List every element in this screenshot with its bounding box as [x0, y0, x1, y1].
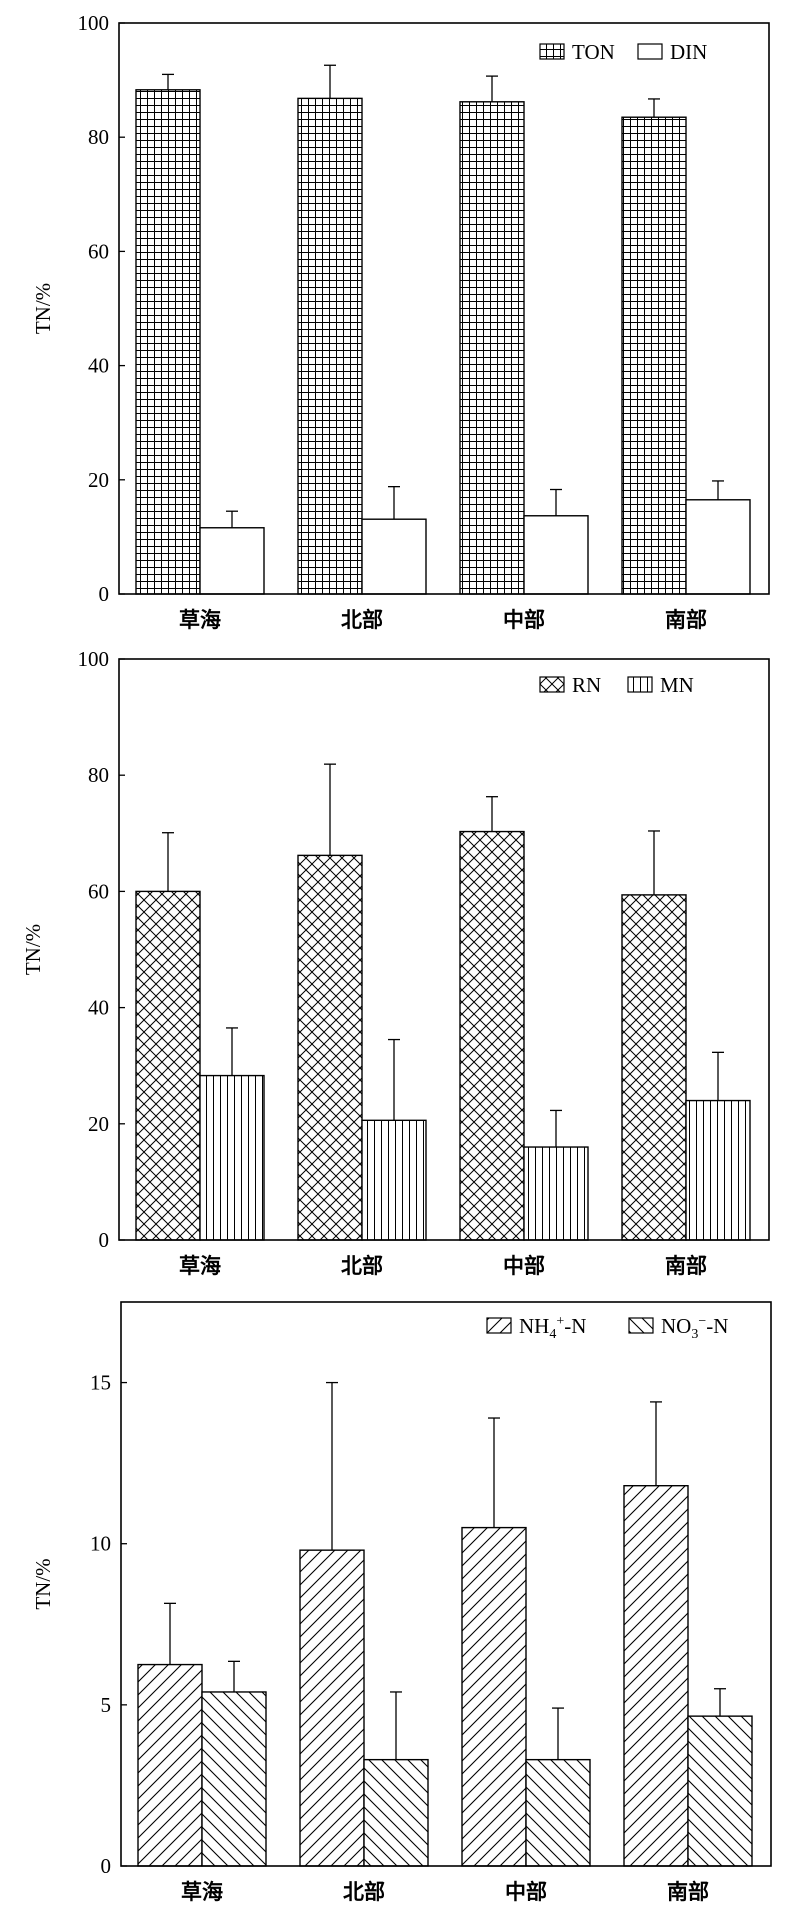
- category-label: 中部: [503, 1254, 545, 1278]
- legend-label: NO3−-N: [661, 1314, 728, 1342]
- y-tick-label: 80: [88, 125, 109, 149]
- bar-mn-3: [523, 1146, 589, 1241]
- category-label: 北部: [341, 1254, 383, 1278]
- bar-ton-1: [135, 89, 201, 595]
- y-tick-label: 0: [99, 582, 110, 606]
- bar-nh-1: [137, 1663, 203, 1867]
- bar-din-4: [685, 499, 751, 595]
- chart-panel-3: 0 5 10 15 TN/% 草海 北部 中部 南部 NH4+-N NO3−-N: [31, 1301, 772, 1904]
- y-tick-label: 20: [88, 1112, 109, 1136]
- legend-swatch: [627, 676, 653, 693]
- legend-label: RN: [572, 673, 601, 697]
- bar-nh-4: [623, 1485, 689, 1867]
- legend-swatch: [539, 676, 565, 693]
- legend-label: MN: [660, 673, 694, 697]
- y-tick-label: 15: [90, 1371, 111, 1395]
- category-label: 草海: [179, 608, 221, 632]
- bar-nh-3: [461, 1526, 527, 1867]
- bar-mn-2: [361, 1119, 427, 1241]
- category-label: 南部: [665, 1254, 707, 1278]
- y-tick-label: 20: [88, 468, 109, 492]
- bar-rn-3: [459, 830, 525, 1241]
- y-tick-label: 5: [101, 1693, 112, 1717]
- legend-label: TON: [572, 40, 615, 64]
- y-axis-label: TN/%: [31, 283, 55, 334]
- y-tick-label: 100: [78, 11, 110, 35]
- legend-label: NH4+-N: [519, 1314, 586, 1342]
- legend: TON DIN: [539, 40, 707, 64]
- category-label: 中部: [503, 608, 545, 632]
- legend-swatch: [539, 43, 565, 60]
- bar-ton-4: [621, 116, 687, 595]
- chart-panel-1: 0 20 40 60 80 100 TN/% 草海 北部 中部 南部 TON DIN: [31, 11, 770, 632]
- y-tick-label: 10: [90, 1532, 111, 1556]
- y-tick-label: 0: [99, 1228, 110, 1252]
- bar-rn-1: [135, 890, 201, 1241]
- bar-din-3: [523, 515, 589, 595]
- bar-no-1: [201, 1691, 267, 1867]
- bar-no-2: [363, 1758, 429, 1867]
- category-label: 中部: [505, 1880, 547, 1904]
- category-label: 南部: [665, 608, 707, 632]
- bar-ton-2: [297, 97, 363, 595]
- legend-label: DIN: [670, 40, 707, 64]
- legend-swatch: [486, 1317, 512, 1334]
- y-tick-label: 0: [101, 1854, 112, 1878]
- y-tick-label: 60: [88, 879, 109, 903]
- legend: RN MN: [539, 673, 694, 697]
- y-tick-label: 60: [88, 239, 109, 263]
- bar-mn-1: [199, 1074, 265, 1241]
- y-axis-label: TN/%: [31, 1558, 55, 1609]
- bar-din-2: [361, 518, 427, 595]
- bar-no-4: [687, 1715, 753, 1867]
- plot-frame: [120, 1301, 772, 1867]
- legend-swatch: [637, 43, 663, 60]
- y-tick-label: 40: [88, 996, 109, 1020]
- bar-no-3: [525, 1758, 591, 1867]
- plot-frame: [118, 22, 770, 595]
- bar-rn-4: [621, 894, 687, 1241]
- category-label: 南部: [667, 1880, 709, 1904]
- category-label: 草海: [181, 1880, 223, 1904]
- chart-panel-2: 0 20 40 60 80 100 TN/% 草海 北部 中部 南部 RN MN: [21, 647, 770, 1278]
- legend: NH4+-N NO3−-N: [486, 1314, 728, 1342]
- bar-rn-2: [297, 854, 363, 1241]
- bar-mn-4: [685, 1099, 751, 1241]
- y-tick-label: 100: [78, 647, 110, 671]
- y-axis-label: TN/%: [21, 924, 45, 975]
- bar-ton-3: [459, 101, 525, 595]
- category-label: 草海: [179, 1254, 221, 1278]
- plot-frame: [118, 658, 770, 1241]
- bar-nh-2: [299, 1549, 365, 1867]
- legend-swatch: [628, 1317, 654, 1334]
- y-tick-label: 80: [88, 763, 109, 787]
- category-label: 北部: [343, 1880, 385, 1904]
- bar-din-1: [199, 527, 265, 595]
- category-label: 北部: [341, 608, 383, 632]
- y-tick-label: 40: [88, 354, 109, 378]
